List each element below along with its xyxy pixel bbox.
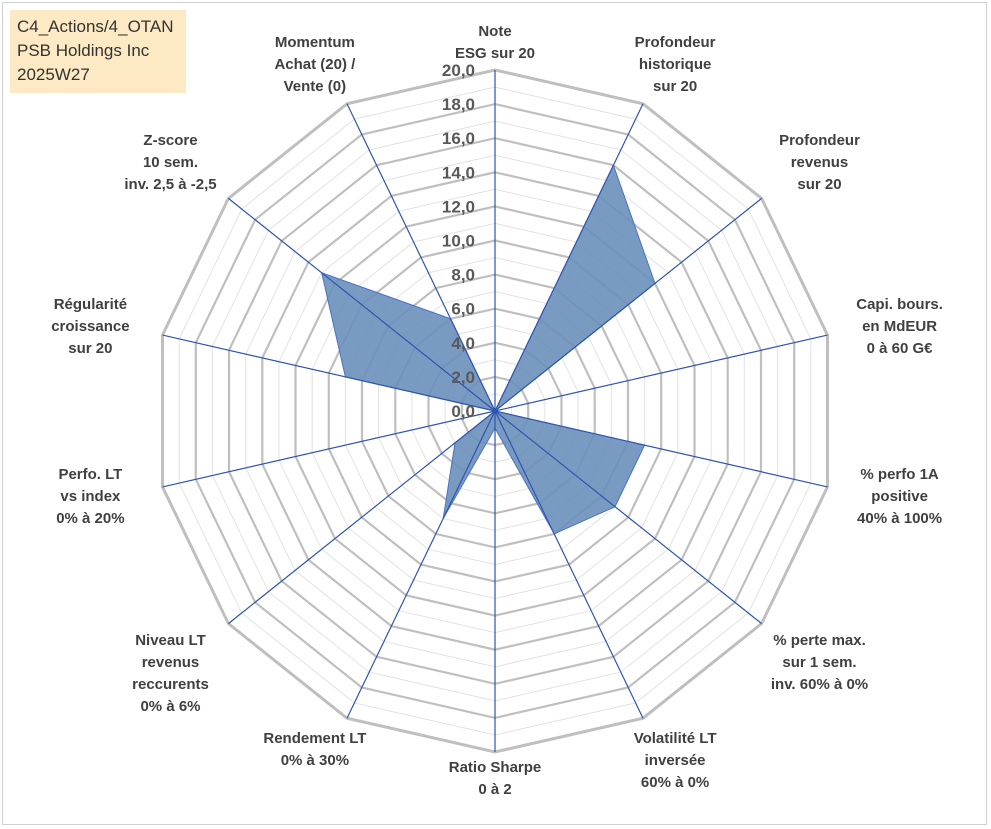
axis-label: Capi. bours. en MdEUR 0 à 60 G€ [856, 296, 943, 357]
radial-tick-label: 8,0 [451, 266, 475, 285]
radial-tick-label: 14,0 [442, 163, 475, 182]
radial-tick-label: 6,0 [451, 300, 475, 319]
axis-label-line: reccurents [132, 676, 209, 693]
info-box: C4_Actions/4_OTAN PSB Holdings Inc 2025W… [10, 10, 186, 93]
axis-label-line: revenus [791, 154, 849, 171]
axis-spoke [228, 410, 496, 625]
axis-label-line: Rendement LT [263, 730, 366, 747]
axis-label: Rendement LT 0% à 30% [263, 730, 366, 769]
axis-label-line: Ratio Sharpe [449, 759, 542, 776]
axis-label-line: % perfo 1A [860, 466, 939, 483]
info-line-company: PSB Holdings Inc [17, 41, 150, 60]
axis-spoke [494, 410, 644, 719]
axis-label-line: inv. 2,5 à -2,5 [124, 176, 216, 193]
axis-label: Profondeur historique sur 20 [635, 34, 716, 95]
axis-label-line: positive [871, 488, 928, 505]
info-line-week: 2025W27 [17, 65, 90, 84]
axis-label-line: Z-score [143, 132, 197, 149]
axis-label: Niveau LT revenus reccurents 0% à 6% [132, 632, 209, 715]
axis-label: % perfo 1A positive 40% à 100% [857, 466, 942, 527]
axis-label-line: 0% à 20% [56, 510, 124, 527]
axis-label-line: Profondeur [779, 132, 860, 149]
axis-label-line: inv. 60% à 0% [771, 676, 868, 693]
radial-tick-label: 12,0 [442, 197, 475, 216]
axis-label-line: 0% à 30% [281, 752, 349, 769]
radial-tick-label: 18,0 [442, 95, 475, 114]
axis-label-line: 0% à 6% [140, 698, 200, 715]
axis-label-line: en MdEUR [862, 318, 937, 335]
axis-label-line: inversée [645, 752, 706, 769]
axis-label-line: Régularité [54, 296, 127, 313]
radial-tick-label: 16,0 [442, 129, 475, 148]
radial-tick-label: 0,0 [451, 402, 475, 421]
axis-label-line: sur 20 [797, 176, 841, 193]
radial-tick-label: 2,0 [451, 368, 475, 387]
axis-label-line: 0 à 60 G€ [867, 340, 934, 357]
info-line-portfolio: C4_Actions/4_OTAN [17, 17, 174, 36]
axis-label-line: Achat (20) / [274, 56, 356, 73]
axis-label-line: sur 20 [68, 340, 112, 357]
radar-spokes [162, 70, 828, 752]
axis-label: Profondeur revenus sur 20 [779, 132, 860, 193]
radial-tick-label: 20,0 [442, 61, 475, 80]
axis-label-line: Capi. bours. [856, 296, 943, 313]
axis-label: Régularité croissance sur 20 [51, 296, 129, 357]
axis-spoke [228, 197, 496, 412]
axis-label-line: Perfo. LT [58, 466, 122, 483]
axis-label-line: Niveau LT [135, 632, 206, 649]
axis-spoke [494, 334, 828, 412]
axis-label: Volatilité LT inversée 60% à 0% [634, 730, 717, 791]
axis-label-line: 10 sem. [143, 154, 198, 171]
axis-spoke [162, 334, 496, 412]
axis-label-line: ESG sur 20 [455, 45, 535, 62]
axis-label-line: Volatilité LT [634, 730, 717, 747]
axis-label-line: Vente (0) [284, 78, 347, 95]
axis-label-line: sur 20 [653, 78, 697, 95]
axis-label: Z-score 10 sem. inv. 2,5 à -2,5 [124, 132, 216, 193]
axis-label-line: 60% à 0% [641, 774, 709, 791]
axis-spoke [346, 410, 496, 719]
axis-spoke [494, 410, 828, 488]
axis-spoke [494, 103, 644, 412]
axis-spoke [346, 103, 496, 412]
radar-axis-labels: Note ESG sur 20 Profondeur historique sur 20… [51, 23, 943, 798]
axis-label: % perte max. sur 1 sem. inv. 60% à 0% [771, 632, 868, 693]
axis-label-line: Note [478, 23, 511, 40]
axis-label-line: historique [639, 56, 712, 73]
axis-spoke [494, 197, 762, 412]
axis-spoke [494, 410, 762, 625]
axis-label: Note ESG sur 20 [455, 23, 535, 62]
axis-label-line: Profondeur [635, 34, 716, 51]
axis-label-line: % perte max. [773, 632, 866, 649]
axis-label: Perfo. LT vs index 0% à 20% [56, 466, 124, 527]
axis-spoke [162, 410, 496, 488]
axis-label-line: revenus [142, 654, 200, 671]
axis-label-line: 40% à 100% [857, 510, 942, 527]
axis-label-line: sur 1 sem. [782, 654, 856, 671]
radial-tick-label: 4,0 [451, 334, 475, 353]
axis-label-line: Momentum [275, 34, 355, 51]
axis-label: Momentum Achat (20) / Vente (0) [274, 34, 356, 95]
axis-label-line: croissance [51, 318, 129, 335]
axis-label: Ratio Sharpe 0 à 2 [449, 759, 542, 798]
axis-label-line: 0 à 2 [478, 781, 511, 798]
radial-tick-label: 10,0 [442, 232, 475, 251]
axis-label-line: vs index [60, 488, 121, 505]
radar-tick-labels: 0,0 2,0 4,0 6,0 8,0 10,0 12,0 14,0 16,0 18,0 20,0 [442, 61, 475, 421]
